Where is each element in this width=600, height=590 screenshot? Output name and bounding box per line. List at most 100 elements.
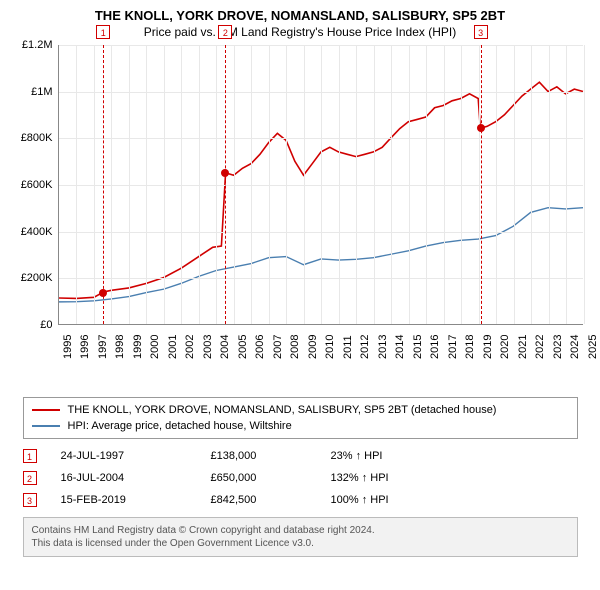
- event-date: 16-JUL-2004: [61, 472, 211, 484]
- y-axis-label: £1.2M: [13, 39, 53, 51]
- legend-label: HPI: Average price, detached house, Wilt…: [68, 420, 292, 432]
- gridline-vertical: [531, 45, 532, 324]
- gridline-vertical: [234, 45, 235, 324]
- gridline-vertical: [514, 45, 515, 324]
- gridline-vertical: [584, 45, 585, 324]
- event-table-row: 3 15-FEB-2019£842,500100% ↑ HPI: [23, 489, 578, 511]
- x-axis-label: 2015: [412, 335, 424, 359]
- event-number-box: 3: [23, 493, 37, 507]
- event-hpi: 100% ↑ HPI: [331, 494, 481, 506]
- x-axis-label: 2005: [237, 335, 249, 359]
- gridline-vertical: [251, 45, 252, 324]
- legend-item: THE KNOLL, YORK DROVE, NOMANSLAND, SALIS…: [32, 402, 569, 418]
- gridline-vertical: [496, 45, 497, 324]
- events-table: 124-JUL-1997£138,00023% ↑ HPI 2 16-JUL-200…: [23, 445, 578, 511]
- x-axis-label: 1996: [79, 335, 91, 359]
- event-price: £842,500: [211, 494, 331, 506]
- gridline-vertical: [321, 45, 322, 324]
- x-axis-label: 1998: [114, 335, 126, 359]
- x-axis-label: 1997: [97, 335, 109, 359]
- x-axis-label: 2013: [377, 335, 389, 359]
- x-axis-label: 2009: [307, 335, 319, 359]
- x-axis-label: 2022: [534, 335, 546, 359]
- event-line: [481, 45, 482, 324]
- gridline-vertical: [374, 45, 375, 324]
- legend: THE KNOLL, YORK DROVE, NOMANSLAND, SALIS…: [23, 397, 578, 439]
- gridline-vertical: [566, 45, 567, 324]
- x-axis-label: 2025: [587, 335, 599, 359]
- gridline-vertical: [146, 45, 147, 324]
- x-axis-label: 2024: [569, 335, 581, 359]
- event-price: £650,000: [211, 472, 331, 484]
- event-hpi: 132% ↑ HPI: [331, 472, 481, 484]
- gridline-vertical: [129, 45, 130, 324]
- gridline-vertical: [94, 45, 95, 324]
- y-axis-label: £600K: [13, 179, 53, 191]
- plot-region: 123: [58, 45, 583, 325]
- x-axis-label: 2007: [272, 335, 284, 359]
- x-axis-label: 2017: [447, 335, 459, 359]
- x-axis-label: 2003: [202, 335, 214, 359]
- gridline-vertical: [286, 45, 287, 324]
- event-line: [225, 45, 226, 324]
- gridline-vertical: [199, 45, 200, 324]
- x-axis-label: 2012: [359, 335, 371, 359]
- legend-swatch: [32, 425, 60, 427]
- gridline-vertical: [304, 45, 305, 324]
- x-axis-label: 2011: [342, 335, 354, 359]
- x-axis-label: 2000: [149, 335, 161, 359]
- event-table-row: 2 16-JUL-2004£650,000132% ↑ HPI: [23, 467, 578, 489]
- event-line: [103, 45, 104, 324]
- x-axis-label: 2020: [499, 335, 511, 359]
- legend-item: HPI: Average price, detached house, Wilt…: [32, 418, 569, 434]
- gridline-vertical: [461, 45, 462, 324]
- y-axis-label: £400K: [13, 226, 53, 238]
- gridline-vertical: [549, 45, 550, 324]
- gridline-vertical: [181, 45, 182, 324]
- legend-swatch: [32, 409, 60, 411]
- footer-attribution: Contains HM Land Registry data © Crown c…: [23, 517, 578, 557]
- x-axis-label: 2006: [254, 335, 266, 359]
- gridline-vertical: [164, 45, 165, 324]
- gridline-vertical: [356, 45, 357, 324]
- x-axis-label: 2019: [482, 335, 494, 359]
- y-axis-label: £800K: [13, 132, 53, 144]
- x-axis-label: 2014: [394, 335, 406, 359]
- x-axis-label: 1999: [132, 335, 144, 359]
- event-number-box: 2: [23, 471, 37, 485]
- gridline-vertical: [339, 45, 340, 324]
- legend-label: THE KNOLL, YORK DROVE, NOMANSLAND, SALIS…: [68, 404, 497, 416]
- gridline-vertical: [426, 45, 427, 324]
- event-marker: 3: [474, 25, 488, 39]
- gridline-vertical: [111, 45, 112, 324]
- gridline-vertical: [216, 45, 217, 324]
- x-axis-label: 2004: [219, 335, 231, 359]
- x-axis-label: 2016: [429, 335, 441, 359]
- gridline-vertical: [409, 45, 410, 324]
- chart-area: 123 £0£200K£400K£600K£800K£1M£1.2M199519…: [13, 45, 588, 365]
- event-number-box: 1: [23, 449, 37, 463]
- event-table-row: 124-JUL-1997£138,00023% ↑ HPI: [23, 445, 578, 467]
- x-axis-label: 2018: [464, 335, 476, 359]
- y-axis-label: £1M: [13, 86, 53, 98]
- x-axis-label: 2001: [167, 335, 179, 359]
- event-marker: 1: [96, 25, 110, 39]
- x-axis-label: 2010: [324, 335, 336, 359]
- footer-line-2: This data is licensed under the Open Gov…: [32, 537, 569, 550]
- x-axis-label: 2021: [517, 335, 529, 359]
- y-axis-label: £200K: [13, 272, 53, 284]
- page-root: THE KNOLL, YORK DROVE, NOMANSLAND, SALIS…: [0, 0, 600, 565]
- y-axis-label: £0: [13, 319, 53, 331]
- gridline-vertical: [391, 45, 392, 324]
- event-hpi: 23% ↑ HPI: [331, 450, 481, 462]
- gridline-vertical: [479, 45, 480, 324]
- footer-line-1: Contains HM Land Registry data © Crown c…: [32, 524, 569, 537]
- x-axis-label: 2002: [184, 335, 196, 359]
- x-axis-label: 2023: [552, 335, 564, 359]
- event-marker: 2: [218, 25, 232, 39]
- gridline-vertical: [76, 45, 77, 324]
- event-date: 15-FEB-2019: [61, 494, 211, 506]
- chart-title: THE KNOLL, YORK DROVE, NOMANSLAND, SALIS…: [10, 8, 590, 23]
- event-dot: [221, 169, 229, 177]
- event-price: £138,000: [211, 450, 331, 462]
